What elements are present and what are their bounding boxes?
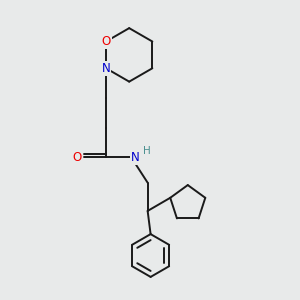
Text: O: O [73,151,82,164]
Text: H: H [143,146,151,156]
Text: N: N [130,151,139,164]
Text: O: O [101,35,111,48]
Text: N: N [102,62,110,75]
